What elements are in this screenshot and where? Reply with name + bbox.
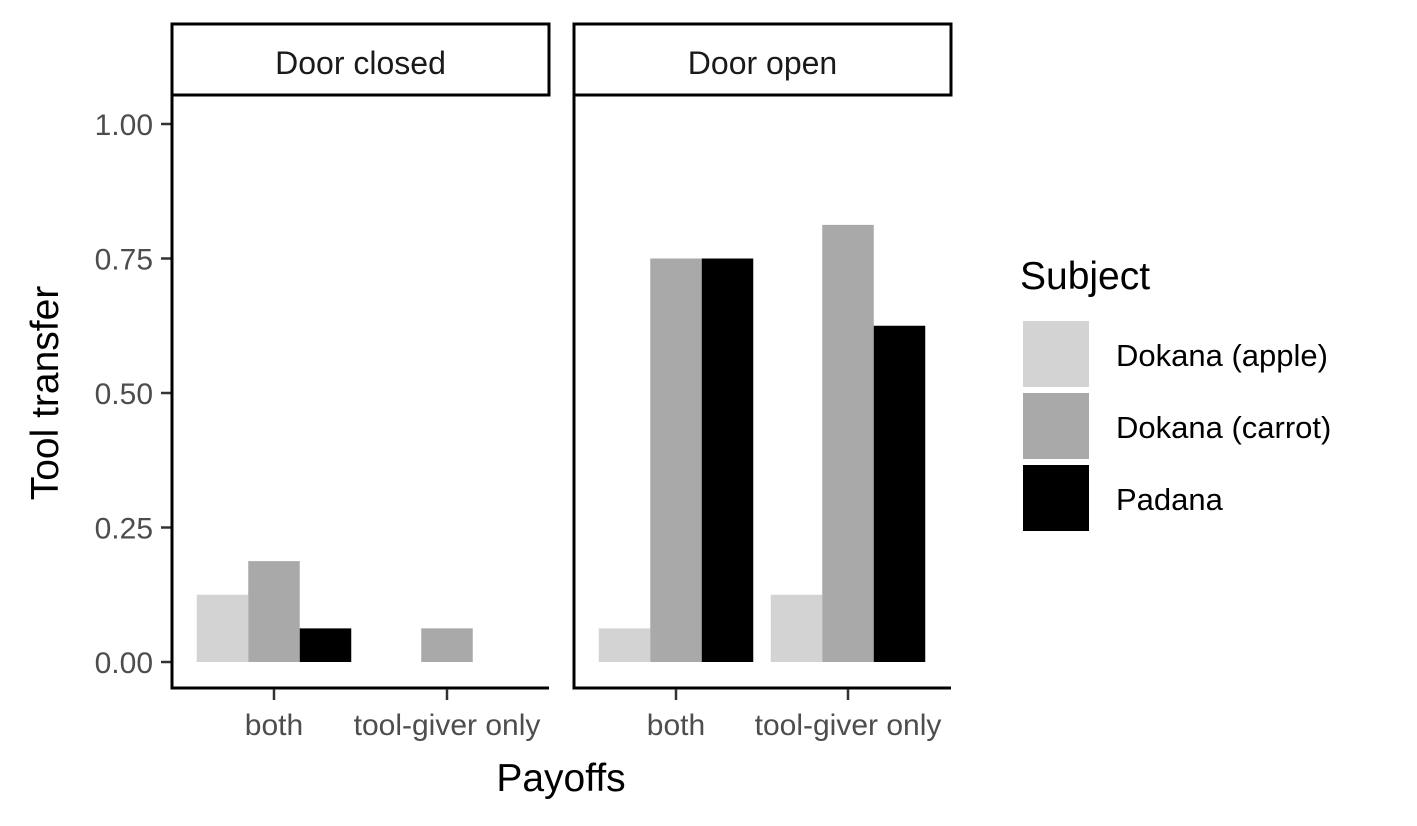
x-tick-label: both [245,709,303,742]
y-tick-label: 0.75 [95,244,153,277]
panel-1: Door open both tool-giver only [572,22,953,742]
legend-key [1023,465,1089,531]
legend-label: Dokana (apple) [1116,338,1328,373]
facet-strip [572,22,953,97]
y-axis: 0.00 0.25 0.50 0.75 1.00 [95,109,172,680]
legend: Subject Dokana (apple) Dokana (carrot) Pada… [1020,255,1331,531]
y-tick-label: 1.00 [95,109,153,142]
x-tick-label: tool-giver only [755,709,942,742]
bar [822,224,874,662]
facet-strip-label: Door open [688,45,837,81]
bar [770,594,823,662]
legend-key [1023,393,1089,459]
legend-title: Subject [1020,255,1150,298]
legend-label: Dokana (carrot) [1116,410,1331,445]
x-tick-label: tool-giver only [354,709,541,742]
y-tick-label: 0.25 [95,513,153,546]
bar [421,628,473,662]
bar [248,561,300,662]
legend-label: Padana [1116,482,1224,517]
bar [873,325,926,662]
x-tick-label: both [647,709,705,742]
y-tick-label: 0.50 [95,378,153,411]
legend-key [1023,321,1089,387]
bar [650,258,702,662]
facet-panels: Door closed both tool-giver only Door open b… [170,22,953,742]
y-tick-label: 0.00 [95,647,153,680]
bar [701,258,754,662]
facet-strip [170,22,551,97]
y-axis-title: Tool transfer [24,286,67,501]
bar [299,628,352,662]
bar [598,628,651,662]
bar [196,594,249,662]
panel-0: Door closed both tool-giver only [170,22,551,742]
x-axis-title: Payoffs [496,757,625,800]
facet-strip-label: Door closed [275,45,446,81]
